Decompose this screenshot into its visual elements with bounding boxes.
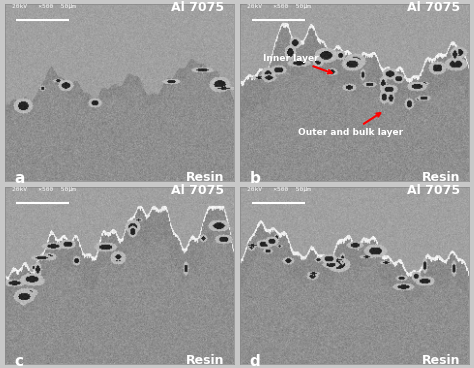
Text: Al 7075: Al 7075 xyxy=(407,1,460,14)
Text: Resin: Resin xyxy=(421,354,460,367)
Text: Al 7075: Al 7075 xyxy=(171,1,224,14)
Text: 20kV   ×500  50μm: 20kV ×500 50μm xyxy=(247,187,311,192)
Text: Inner layer: Inner layer xyxy=(263,53,332,74)
Text: 20kV   ×500  50μm: 20kV ×500 50μm xyxy=(11,187,75,192)
Text: Al 7075: Al 7075 xyxy=(171,184,224,197)
Text: c: c xyxy=(14,354,23,368)
Text: Resin: Resin xyxy=(421,171,460,184)
Text: b: b xyxy=(250,171,260,186)
Text: Resin: Resin xyxy=(186,171,224,184)
Text: Resin: Resin xyxy=(186,354,224,367)
Text: Outer and bulk layer: Outer and bulk layer xyxy=(298,113,403,137)
Text: 20kV   ×500  50μm: 20kV ×500 50μm xyxy=(11,4,75,9)
Text: Al 7075: Al 7075 xyxy=(407,184,460,197)
Text: 20kV   ×500  50μm: 20kV ×500 50μm xyxy=(247,4,311,9)
Text: a: a xyxy=(14,171,24,186)
Text: d: d xyxy=(250,354,260,368)
